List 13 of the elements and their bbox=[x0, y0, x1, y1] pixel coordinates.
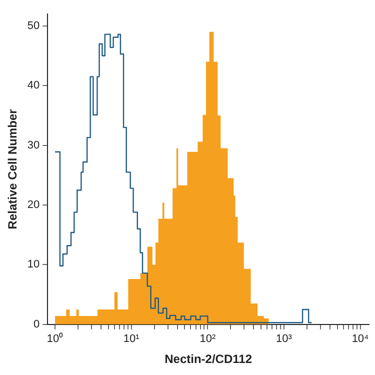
x-tick-label: 10² bbox=[200, 333, 216, 346]
x-tick-label: 10⁰ bbox=[46, 332, 64, 346]
y-tick-label: 0 bbox=[34, 318, 40, 330]
x-axis-title: Nectin-2/CD112 bbox=[164, 352, 252, 366]
y-tick-label: 20 bbox=[27, 199, 40, 212]
y-tick-label: 50 bbox=[27, 20, 40, 32]
y-tick-label: 30 bbox=[27, 139, 40, 152]
y-tick-label: 40 bbox=[27, 80, 40, 92]
y-axis-title: Relative Cell Number bbox=[6, 108, 20, 230]
x-tick-label: 10⁴ bbox=[352, 333, 370, 346]
y-tick-label: 10 bbox=[27, 258, 40, 271]
x-tick-label: 10¹ bbox=[123, 333, 140, 346]
x-tick-label: 10³ bbox=[276, 333, 292, 346]
